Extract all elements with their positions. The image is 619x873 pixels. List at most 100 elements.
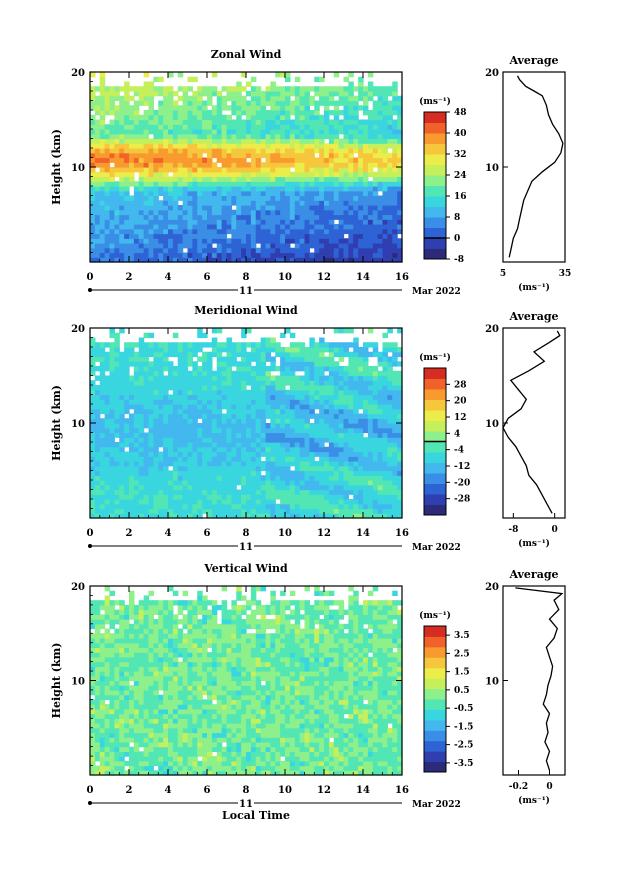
zonal-heatmap-cell [168, 181, 174, 187]
meridional-heatmap-cell [304, 361, 310, 367]
zonal-heatmap-cell [372, 86, 379, 92]
meridional-heatmap-cell [333, 361, 340, 367]
zonal-heatmap-cell [319, 176, 325, 182]
meridional-heatmap-cell [289, 413, 296, 419]
meridional-heatmap-cell [275, 489, 281, 495]
meridional-heatmap-cell [114, 423, 120, 429]
meridional-heatmap-cell [328, 375, 335, 381]
meridional-heatmap-cell [358, 480, 364, 486]
zonal-heatmap-cell [231, 100, 237, 106]
zonal-heatmap-cell [250, 167, 257, 173]
zonal-heatmap-cell [129, 110, 135, 116]
zonal-profile-title: Average [508, 54, 558, 67]
meridional-heatmap-cell [94, 342, 101, 348]
zonal-heatmap-cell [299, 171, 306, 178]
meridional-heatmap-cell [158, 370, 164, 377]
zonal-heatmap-cell [114, 86, 120, 92]
zonal-heatmap-cell [367, 157, 374, 163]
zonal-heatmap-cell [294, 233, 301, 239]
meridional-heatmap-cell [138, 337, 145, 343]
zonal-heatmap-cell [99, 181, 106, 187]
zonal-heatmap-cell [387, 224, 393, 230]
zonal-heatmap-cell [177, 72, 184, 78]
meridional-heatmap-cell [148, 366, 154, 372]
meridional-heatmap-cell [129, 480, 135, 486]
zonal-heatmap-cell [314, 138, 320, 144]
zonal-heatmap-cell [324, 214, 330, 220]
zonal-heatmap-cell [163, 176, 169, 182]
zonal-heatmap-cell [187, 257, 193, 263]
meridional-heatmap-cell [104, 470, 111, 476]
zonal-heatmap-cell [158, 129, 164, 135]
zonal-heatmap-cell [250, 190, 257, 197]
zonal-heatmap-cell [241, 186, 247, 192]
meridional-heatmap-cell [182, 351, 189, 358]
meridional-heatmap-cell [260, 475, 267, 481]
zonal-heatmap-cell [163, 95, 169, 102]
meridional-heatmap-cell [372, 446, 379, 453]
zonal-heatmap-cell [333, 162, 340, 168]
meridional-heatmap-cell [216, 427, 223, 434]
meridional-heatmap-cell [353, 342, 359, 348]
meridional-heatmap-cell [90, 508, 96, 514]
zonal-heatmap-cell [177, 214, 184, 220]
zonal-heatmap-cell [94, 86, 101, 92]
meridional-heatmap-cell [338, 342, 345, 348]
meridional-heatmap-cell [172, 427, 179, 434]
zonal-heatmap-cell [324, 167, 330, 173]
zonal-heatmap-cell [289, 252, 296, 258]
meridional-heatmap-cell [363, 404, 369, 410]
zonal-heatmap-cell [319, 138, 325, 144]
meridional-heatmap-cell [343, 347, 349, 353]
meridional-heatmap-cell [172, 503, 179, 510]
zonal-heatmap-cell [280, 195, 286, 201]
meridional-heatmap-cell [172, 375, 179, 381]
meridional-heatmap-cell [377, 389, 384, 396]
meridional-heatmap-cell [226, 442, 232, 448]
zonal-heatmap-cell [387, 252, 393, 258]
meridional-heatmap-cell [99, 446, 106, 453]
meridional-heatmap-cell [319, 370, 325, 377]
meridional-heatmap-cell [387, 475, 393, 481]
zonal-heatmap-cell [260, 257, 267, 263]
zonal-heatmap-cell [270, 214, 276, 220]
zonal-heatmap-cell [158, 143, 164, 149]
zonal-heatmap-cell [133, 195, 140, 201]
zonal-heatmap-cell [299, 119, 306, 125]
zonal-heatmap-cell [377, 152, 384, 159]
meridional-heatmap-cell [363, 475, 369, 481]
meridional-heatmap-cell [124, 370, 130, 377]
zonal-heatmap-cell [182, 252, 189, 258]
meridional-heatmap-cell [197, 475, 203, 481]
zonal-heatmap-cell [216, 205, 223, 211]
zonal-colorbar-segment [424, 133, 446, 144]
zonal-heatmap-cell [197, 209, 203, 216]
meridional-heatmap-cell [114, 456, 120, 462]
zonal-heatmap-cell [187, 238, 193, 244]
meridional-heatmap-cell [104, 484, 111, 491]
zonal-heatmap-cell [314, 124, 320, 130]
meridional-heatmap-cell [392, 394, 398, 400]
meridional-heatmap-cell [285, 461, 291, 467]
meridional-heatmap-cell [221, 423, 228, 429]
meridional-heatmap-cell [216, 370, 223, 377]
meridional-heatmap-cell [221, 470, 228, 476]
zonal-heatmap-cell [114, 91, 120, 97]
meridional-heatmap-cell [387, 408, 393, 415]
meridional-heatmap-cell [372, 499, 379, 505]
zonal-heatmap-cell [348, 181, 354, 187]
meridional-heatmap-cell [280, 451, 286, 457]
meridional-heatmap-cell [280, 470, 286, 476]
meridional-heatmap-cell [192, 432, 198, 438]
meridional-heatmap-cell [129, 451, 135, 457]
meridional-heatmap-cell [187, 404, 193, 410]
meridional-heatmap-cell [143, 399, 150, 405]
zonal-heatmap-cell [343, 100, 349, 106]
meridional-heatmap-cell [163, 342, 169, 348]
meridional-heatmap-cell [192, 437, 198, 443]
zonal-heatmap-cell [168, 167, 174, 173]
zonal-heatmap-cell [192, 247, 198, 254]
zonal-heatmap-cell [377, 167, 384, 173]
meridional-heatmap-cell [114, 375, 120, 381]
zonal-heatmap-cell [382, 176, 388, 182]
